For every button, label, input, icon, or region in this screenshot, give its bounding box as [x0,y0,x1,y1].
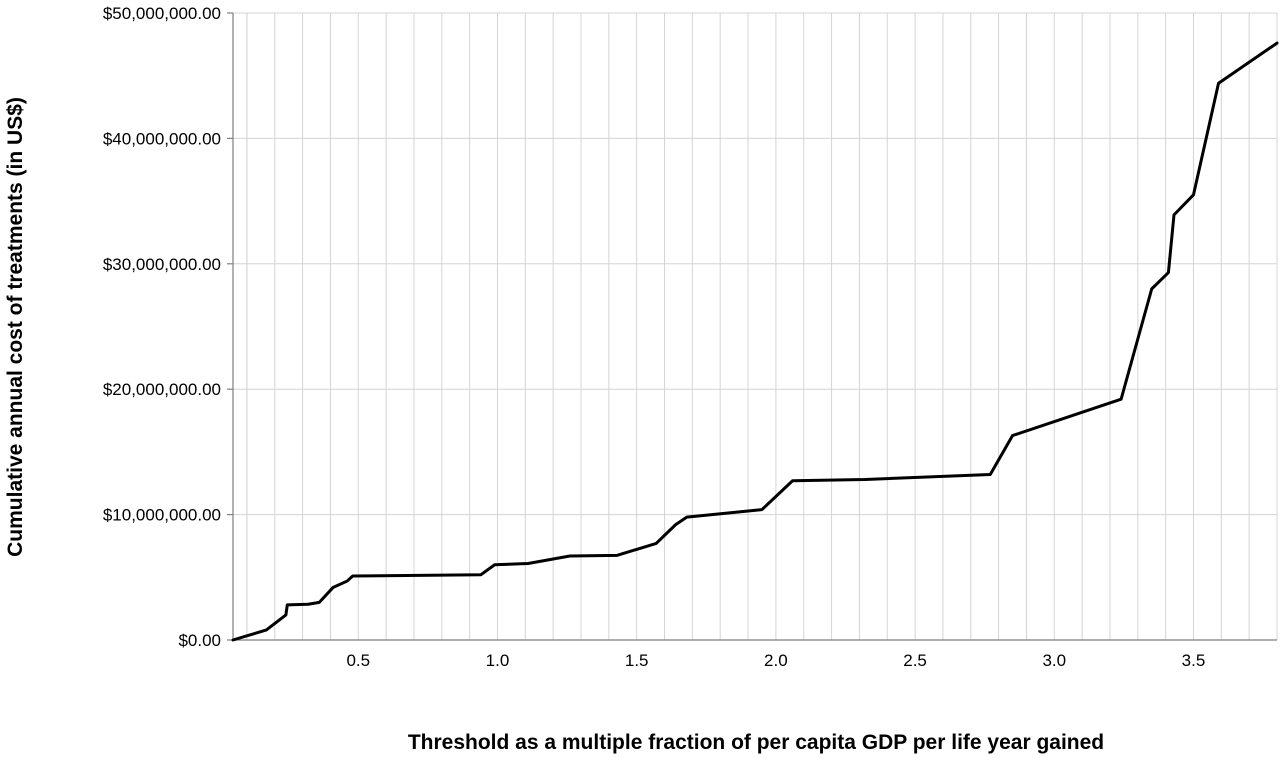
y-tick-label: $0.00 [178,631,221,650]
x-tick-label: 0.5 [346,651,370,670]
y-tick-label: $30,000,000.00 [103,255,221,274]
y-axis-title: Cumulative annual cost of treatments (in… [4,97,27,557]
series [231,41,1279,642]
y-tick-label: $40,000,000.00 [103,129,221,148]
x-tick-label: 2.0 [764,651,788,670]
x-tick-label: 3.0 [1042,651,1066,670]
y-tick-label: $20,000,000.00 [103,380,221,399]
y-tick-label: $10,000,000.00 [103,506,221,525]
x-axis-title: Threshold as a multiple fraction of per … [408,731,1104,754]
x-tick-label: 2.5 [903,651,927,670]
cumulative-cost-line [231,41,1279,642]
y-tick-labels: $0.00 $10,000,000.00 $20,000,000.00 $30,000… [103,4,233,650]
x-tick-label: 1.5 [625,651,649,670]
axes [232,13,1277,641]
grid [233,12,1278,640]
y-tick-label: $50,000,000.00 [103,4,221,23]
x-tick-label: 3.5 [1182,651,1206,670]
x-tick-labels: 0.5 1.0 1.5 2.0 2.5 3.0 3.5 [346,651,1205,670]
x-tick-label: 1.0 [486,651,510,670]
